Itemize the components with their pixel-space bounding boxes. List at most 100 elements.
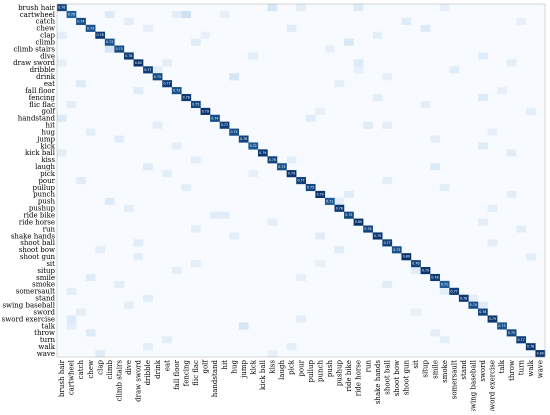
heatmap-diagonal-cell [449,287,460,295]
heatmap-cell [57,149,67,157]
diagonal-value-label: 0.77 [144,68,151,72]
column-label: jump [240,359,248,378]
column-label: hug [230,359,238,373]
heatmap-cell [229,73,240,81]
heatmap-cell [104,10,115,19]
column-label: sword [479,359,487,381]
column-label: kiss [269,360,277,374]
heatmap-cell [449,66,460,74]
row-label: hit [45,122,55,130]
row-label: handstand [18,115,56,123]
row-label: situp [37,267,55,275]
heatmap-diagonal-cell [248,142,259,150]
heatmap-diagonal-cell [257,149,268,157]
heatmap-cell [85,273,96,282]
heatmap-cell [171,267,182,275]
heatmap-diagonal-cell [267,156,278,164]
row-label: dive [40,52,55,60]
row-label: pushup [29,205,56,213]
heatmap-cell [104,45,115,53]
heatmap-cell [76,80,86,88]
column-label: flic flac [192,360,200,386]
heatmap-diagonal-cell [229,128,240,136]
diagonal-value-label: 0.77 [384,241,391,245]
heatmap-cell [478,142,488,150]
diagonal-value-label: 0.79 [259,151,266,155]
diagonal-value-label: 0.74 [211,116,218,120]
heatmap-cell [487,239,498,247]
heatmap-cell [439,287,450,295]
heatmap-cell [353,4,364,12]
heatmap-diagonal-cell [315,190,326,199]
diagonal-value-label: 0.73 [278,165,285,169]
heatmap-cell [430,135,440,143]
diagonal-value-label: 0.78 [97,33,104,37]
heatmap-cell [525,107,536,115]
row-label: flic flac [29,101,55,109]
heatmap-cell [190,260,201,268]
column-label: smoke [441,360,449,383]
heatmap-cell [143,163,153,171]
column-label: pour [297,359,305,376]
heatmap-diagonal-cell [85,24,96,32]
heatmap-cell [296,315,306,323]
diagonal-value-label: 0.75 [154,75,161,79]
column-label: walk [527,359,535,376]
heatmap-cell [143,294,153,302]
heatmap-diagonal-cell [363,225,373,233]
heatmap-diagonal-cell [171,87,182,95]
row-label: run [43,225,56,233]
heatmap-diagonal-cell [200,107,211,115]
row-label: fall floor [25,87,56,95]
row-label: smoke [32,281,55,289]
column-label: ride bike [345,360,353,392]
heatmap-cell [382,121,393,129]
heatmap-cell [114,280,125,288]
column-label: clap [96,359,104,374]
heatmap-diagonal-cell [525,343,536,351]
heatmap-cell [286,156,297,164]
heatmap-cell [190,38,201,46]
heatmap-cell [305,114,316,122]
column-label: punch [316,360,324,382]
heatmap-cell [430,163,440,171]
column-label: swing baseball [470,359,478,411]
column-label: pushup [336,359,344,386]
heatmap-diagonal-cell [76,17,86,25]
row-label: turn [40,336,56,344]
heatmap-diagonal-cell [66,10,77,19]
heatmap-cell [430,329,440,337]
column-label: kick [249,359,257,374]
heatmap-diagonal-cell [353,218,364,226]
heatmap-cell [296,4,306,12]
diagonal-value-label: 0.74 [77,19,84,23]
heatmap-cell [162,59,173,67]
heatmap-diagonal-cell [497,322,507,330]
row-label: chew [36,25,55,33]
heatmap-diagonal-cell [286,170,297,178]
column-label: catch [77,360,85,380]
heatmap-diagonal-cell [162,80,173,88]
heatmap-cell [497,87,507,95]
diagonal-value-label: 0.79 [288,172,295,176]
heatmap-diagonal-cell [296,177,306,185]
heatmap-cell [152,66,163,74]
column-label: handstand [211,359,219,397]
heatmap-cell [95,350,106,358]
diagonal-value-label: 0.79 [317,192,324,196]
row-label: stand [35,295,55,303]
row-label: push [38,198,56,206]
column-label: chew [87,360,95,379]
row-label: catch [36,18,56,26]
heatmap-cell [372,31,383,39]
row-label: sit [46,260,55,268]
heatmap-cell [363,121,373,129]
heatmap-cell [181,10,192,19]
heatmap-cell [506,190,517,199]
diagonal-value-label: 0.76 [364,227,371,231]
heatmap-cell [372,93,383,102]
column-label: golf [202,359,210,374]
heatmap-cell [382,73,393,81]
heatmap-diagonal-cell [458,294,469,302]
heatmap-diagonal-cell [430,273,440,282]
